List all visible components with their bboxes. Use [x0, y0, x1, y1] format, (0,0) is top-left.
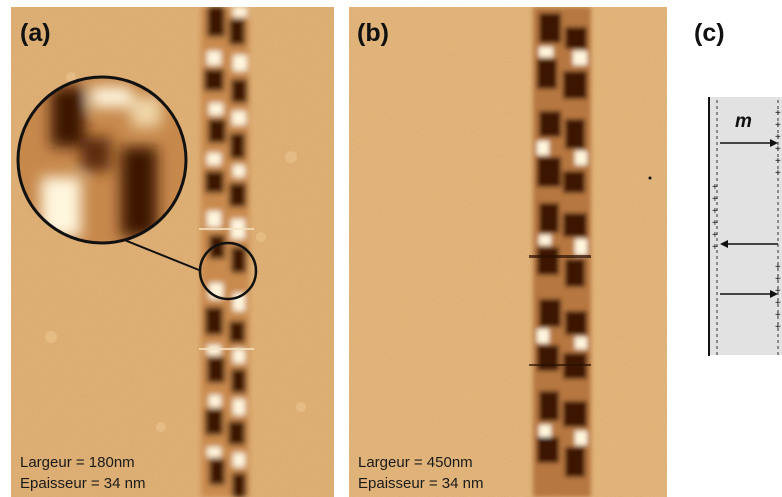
svg-text:+: + [712, 230, 718, 241]
panel-label-a: (a) [20, 19, 51, 47]
thickness-caption-b: Epaisseur = 34 nm [358, 475, 484, 492]
scan-artefact [529, 364, 591, 366]
zoom-source-circle [198, 241, 258, 301]
mfm-image-a-graphic [11, 7, 334, 497]
mfm-image-a: (a) Largeur = 180nm Epaisseur = 34 nm [11, 7, 334, 497]
nanowire-stripe [533, 7, 591, 497]
arrow-head-icon [720, 240, 728, 248]
particle [648, 176, 652, 180]
svg-text:+: + [712, 218, 718, 229]
svg-text:+: + [712, 182, 718, 193]
mfm-image-b: (b) Largeur = 450nm Epaisseur = 34 nm [349, 7, 667, 497]
substrate-grain [11, 7, 334, 497]
svg-text:+: + [775, 298, 781, 309]
substrate-spots [45, 72, 306, 432]
svg-text:+: + [775, 310, 781, 321]
panel-label-c: (c) [694, 19, 725, 47]
svg-text:+: + [712, 194, 718, 205]
diagram-graphic: +++ +++ +++ +++ +++ +++ [708, 97, 782, 356]
svg-text:+: + [775, 262, 781, 273]
substrate-grain [349, 7, 667, 497]
svg-text:+: + [775, 132, 781, 143]
arrow-head-icon [770, 139, 778, 147]
arrow-head-icon [770, 290, 778, 298]
svg-text:+: + [775, 108, 781, 119]
panel-label-b: (b) [357, 19, 389, 47]
svg-text:+: + [775, 274, 781, 285]
zoom-inset-border [16, 75, 188, 245]
surface-charges: +++ +++ +++ +++ +++ +++ [712, 108, 781, 333]
svg-text:+: + [775, 322, 781, 333]
svg-text:+: + [775, 156, 781, 167]
wire-cross-section [708, 97, 782, 355]
thickness-caption-a: Epaisseur = 34 nm [20, 475, 146, 492]
width-caption-a: Largeur = 180nm [20, 454, 135, 471]
svg-text:+: + [775, 144, 781, 155]
magnetization-symbol: m [735, 111, 752, 132]
svg-text:+: + [775, 168, 781, 179]
mfm-image-b-graphic [349, 7, 667, 497]
scan-artefact [199, 228, 254, 230]
svg-text:+: + [712, 206, 718, 217]
scan-artefact [529, 255, 591, 258]
domain-wall-diagram: (c) + + + + + + + + + + + + + + + + + + m [674, 0, 782, 497]
svg-text:+: + [775, 286, 781, 297]
zoom-inset [18, 77, 186, 243]
svg-text:+: + [712, 242, 718, 253]
svg-text:+: + [775, 120, 781, 131]
scan-artefact [199, 348, 254, 350]
width-caption-b: Largeur = 450nm [358, 454, 473, 471]
